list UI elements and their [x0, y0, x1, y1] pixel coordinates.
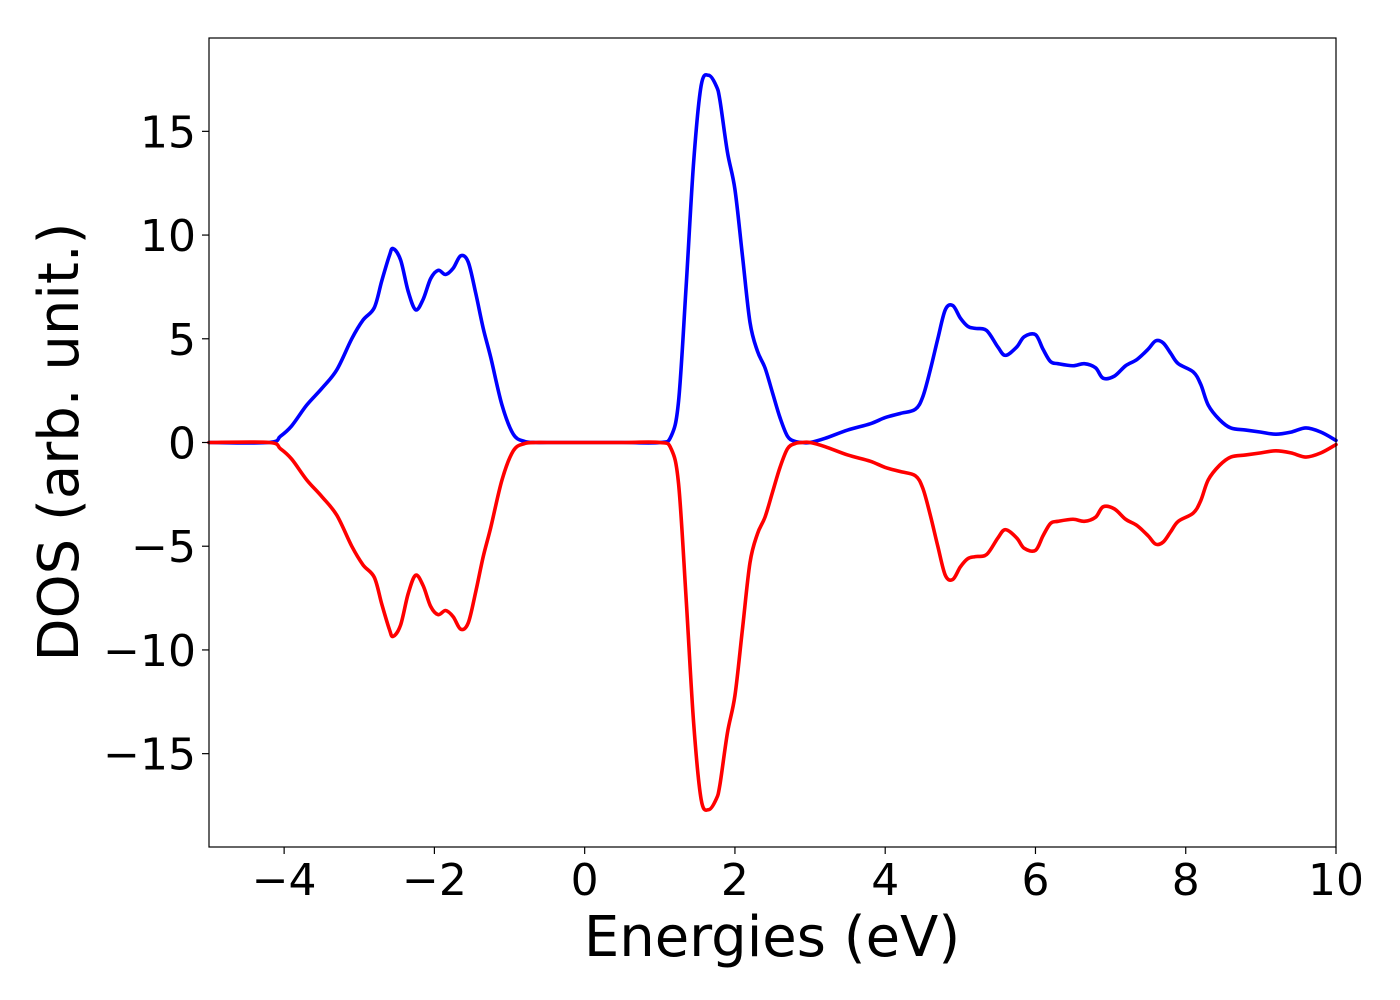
x-tick-label: 8	[1172, 855, 1200, 906]
x-axis-title: Energies (eV)	[584, 905, 960, 970]
x-axis-ticks: −4 −2 0 2 4 6 8 10	[252, 847, 1364, 906]
y-tick-label: 15	[140, 107, 196, 158]
series-line-1	[207, 440, 1338, 812]
x-tick-label: −2	[402, 855, 467, 906]
x-tick-label: 6	[1021, 855, 1049, 906]
y-tick-label: 5	[168, 315, 196, 366]
x-tick-label: 2	[721, 855, 749, 906]
series-line-0	[207, 73, 1338, 445]
y-axis-ticks: −15 −10 −5 0 5 10 15	[103, 107, 209, 781]
y-tick-label: −15	[103, 730, 196, 781]
series-layer	[207, 73, 1338, 812]
x-tick-label: −4	[252, 855, 317, 906]
y-tick-label: −10	[103, 626, 196, 677]
x-tick-label: 10	[1308, 855, 1364, 906]
x-tick-label: 0	[571, 855, 599, 906]
y-tick-label: 0	[168, 419, 196, 470]
y-tick-label: −5	[131, 522, 196, 573]
y-axis-title: DOS (arb. unit.)	[27, 222, 92, 661]
y-tick-label: 10	[140, 211, 196, 262]
x-tick-label: 4	[871, 855, 899, 906]
